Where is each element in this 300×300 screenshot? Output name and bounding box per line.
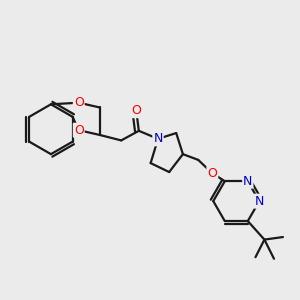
Text: N: N [255,195,264,208]
Text: N: N [153,132,163,145]
Text: N: N [243,175,253,188]
Text: O: O [207,167,217,180]
Text: O: O [131,104,141,117]
Text: O: O [74,124,84,137]
Text: O: O [74,96,84,109]
